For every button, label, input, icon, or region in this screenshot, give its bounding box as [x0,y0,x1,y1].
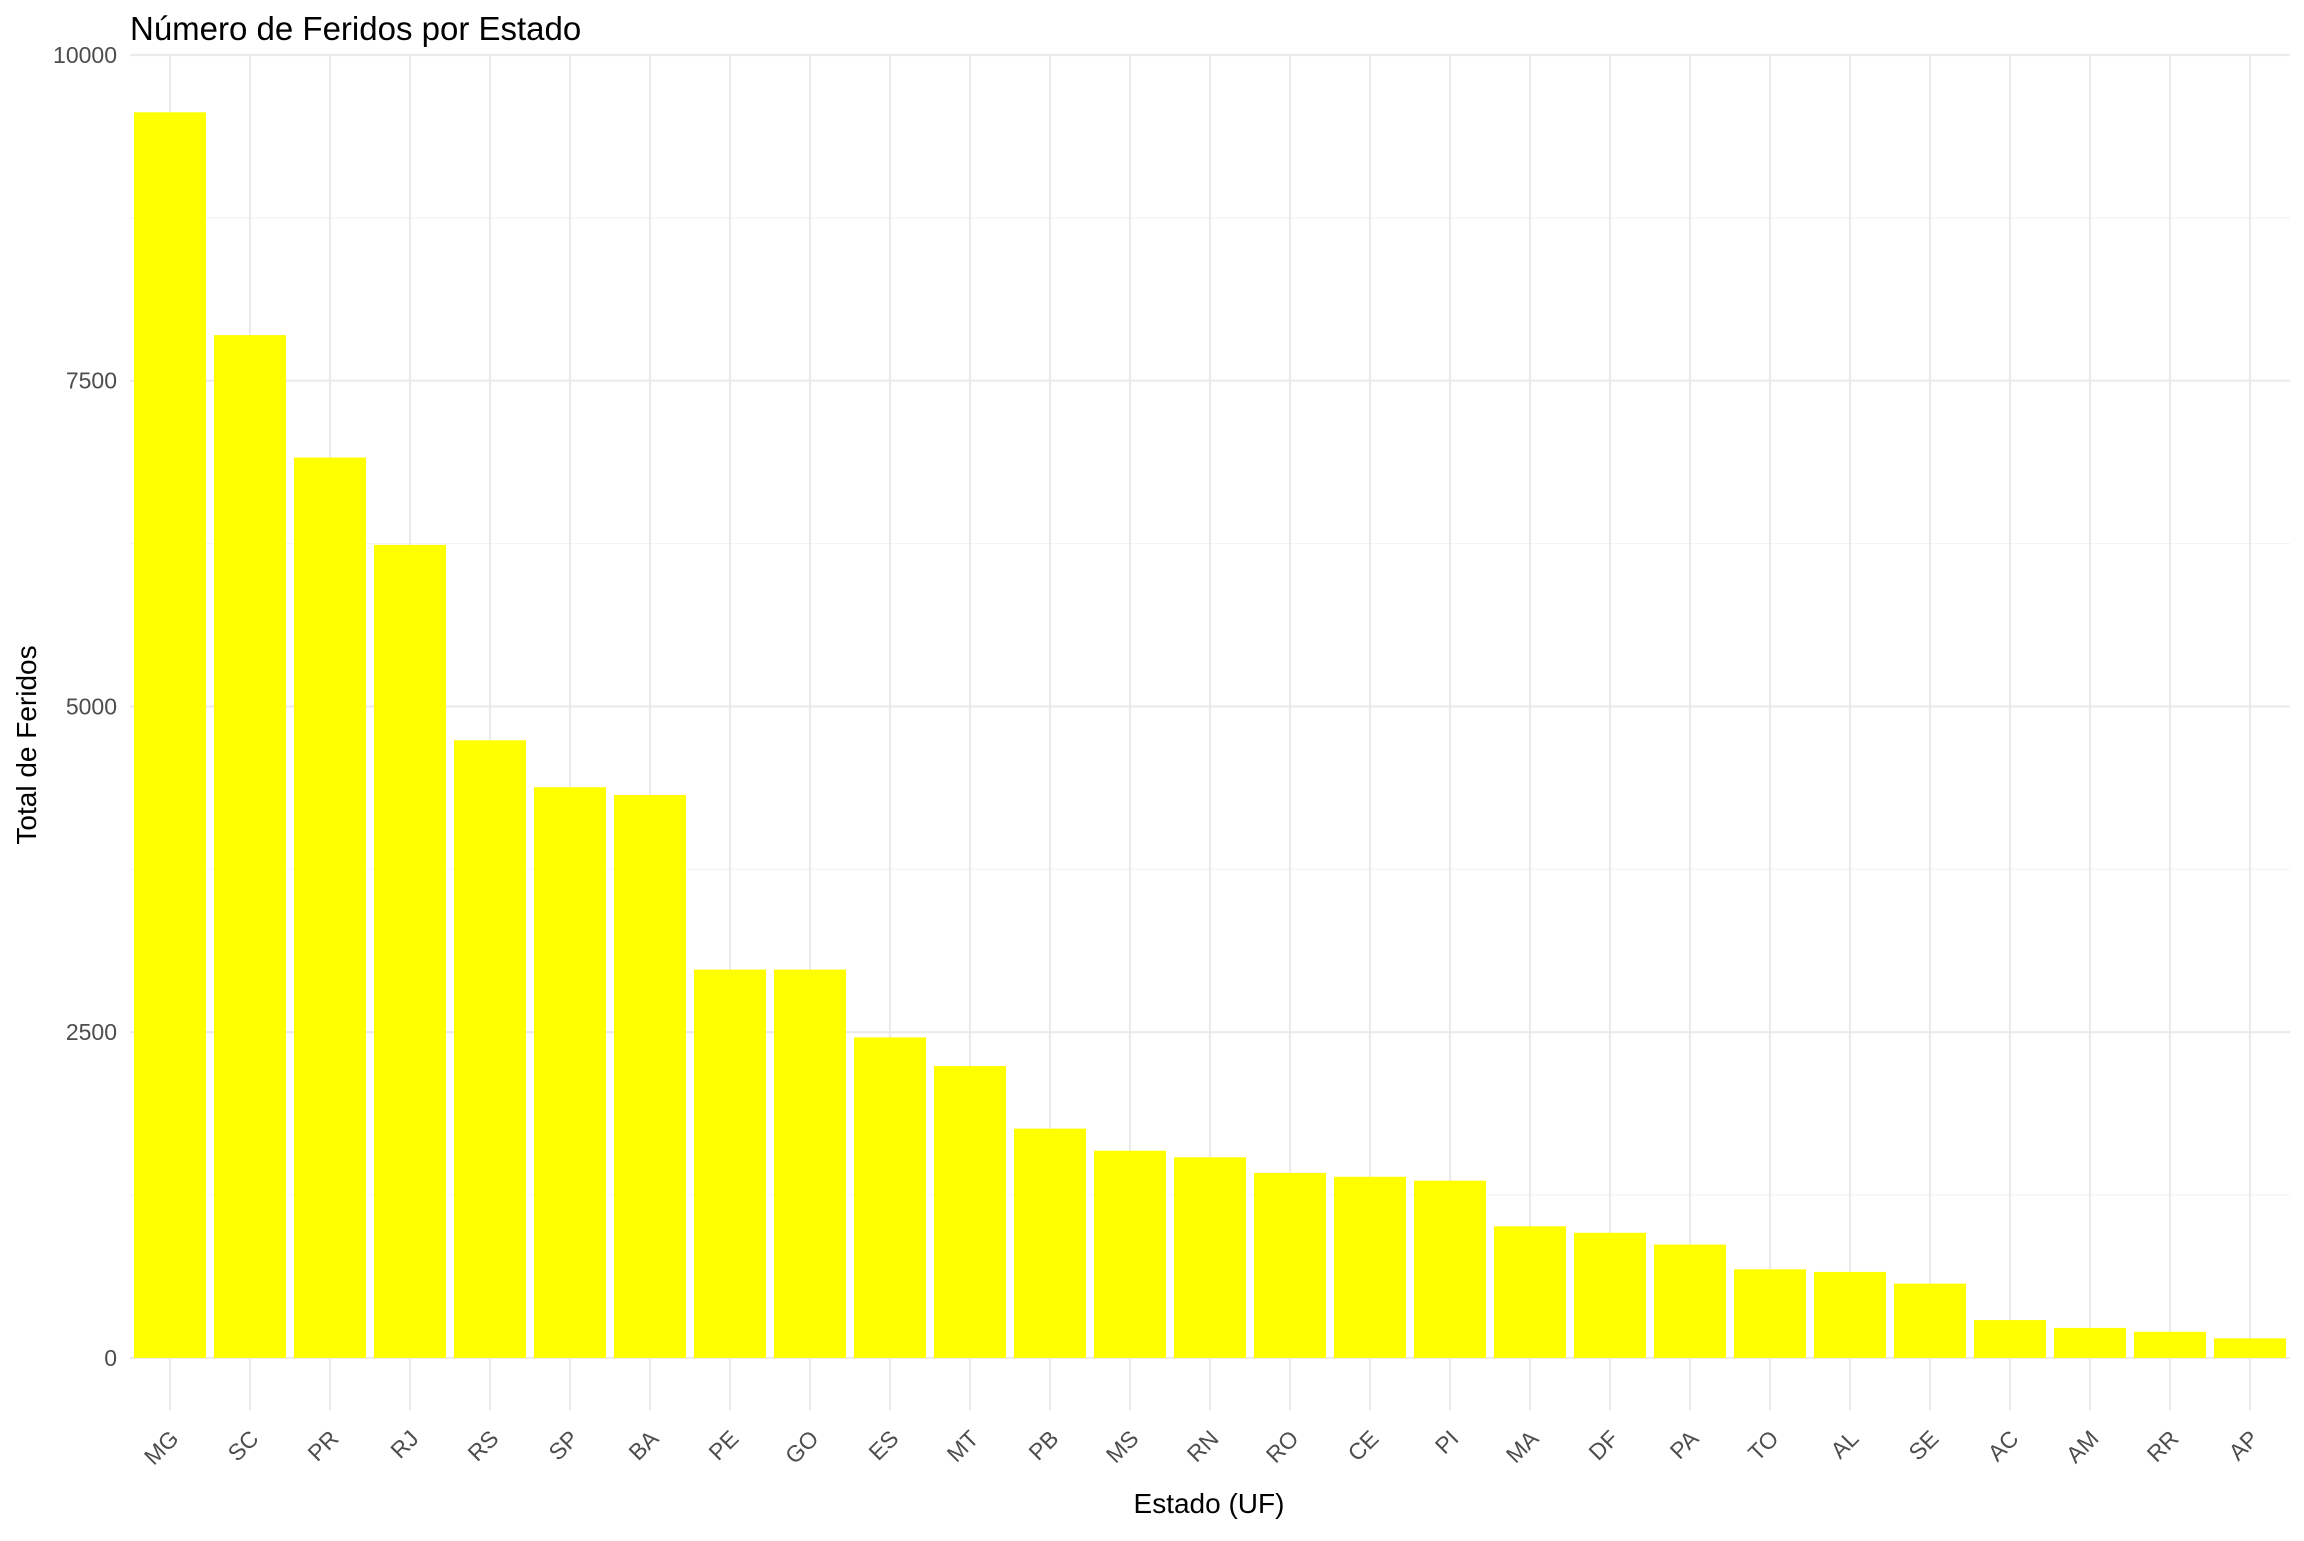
x-tick-label-am: AM [2061,1425,2104,1468]
x-axis-ticks: MG SC PR RJ RS SP BA PE GO ES MT PB MS RN RO CE PI MA DF PA… [139,1425,2264,1470]
y-axis-ticks: 0 2500 5000 7500 10000 [53,42,117,1371]
x-tick-label-sp: SP [543,1425,583,1465]
bar-pe [694,969,766,1358]
y-axis-title: Total de Feridos [11,645,42,844]
bar-rj [374,544,446,1358]
x-tick-label-ap: AP [2223,1425,2263,1465]
x-tick-label-pe: PE [703,1425,743,1465]
bar-mg [134,112,206,1358]
bar-go [774,969,846,1358]
x-tick-label-ba: BA [623,1425,664,1466]
x-axis-title: Estado (UF) [1134,1488,1285,1519]
x-tick-label-es: ES [863,1425,903,1465]
bar-ma [1494,1226,1566,1358]
x-tick-label-ma: MA [1501,1425,1544,1468]
x-tick-label-pr: PR [303,1425,344,1466]
x-tick-label-go: GO [780,1425,824,1469]
bar-ro [1254,1172,1326,1358]
bar-ba [614,795,686,1358]
y-tick-label: 2500 [66,1019,117,1045]
bar-ac [1974,1320,2046,1358]
chart-title: Número de Feridos por Estado [130,10,581,47]
x-tick-label-to: TO [1743,1425,1784,1466]
x-tick-label-ro: RO [1261,1425,1304,1468]
bar-mt [934,1066,1006,1358]
bar-pi [1414,1180,1486,1358]
x-tick-label-pa: PA [1665,1425,1704,1464]
bar-ce [1334,1176,1406,1358]
y-tick-label: 10000 [53,42,117,68]
x-tick-label-rs: RS [463,1425,504,1466]
bar-pb [1014,1128,1086,1358]
x-tick-label-rj: RJ [385,1425,423,1463]
bar-al [1814,1271,1886,1358]
x-tick-label-ac: AC [1983,1425,2024,1466]
bar-ap [2214,1338,2286,1358]
bar-rs [454,740,526,1358]
x-tick-label-pb: PB [1023,1425,1063,1465]
y-tick-label: 7500 [66,368,117,394]
bar-sp [534,787,606,1358]
bar-am [2054,1327,2126,1358]
x-tick-label-df: DF [1583,1425,1623,1465]
x-tick-label-pi: PI [1430,1425,1464,1459]
bar-rr [2134,1331,2206,1358]
x-tick-label-ce: CE [1343,1425,1384,1466]
bar-sc [214,335,286,1358]
x-tick-label-rr: RR [2142,1425,2184,1467]
x-tick-label-se: SE [1903,1425,1943,1465]
y-tick-label: 0 [104,1345,117,1371]
y-tick-label: 5000 [66,693,117,719]
bar-ms [1094,1150,1166,1358]
x-tick-label-rn: RN [1182,1425,1224,1467]
bar-pr [294,457,366,1358]
bar-pa [1654,1244,1726,1358]
bars [134,112,2286,1358]
bar-se [1894,1283,1966,1358]
x-tick-label-al: AL [1825,1425,1863,1463]
x-tick-label-mg: MG [139,1425,184,1470]
x-tick-label-ms: MS [1101,1425,1144,1468]
x-tick-label-mt: MT [942,1425,984,1467]
bar-es [854,1037,926,1358]
bar-df [1574,1232,1646,1358]
x-tick-label-sc: SC [223,1425,264,1466]
bar-to [1734,1269,1806,1358]
bar-rn [1174,1157,1246,1358]
